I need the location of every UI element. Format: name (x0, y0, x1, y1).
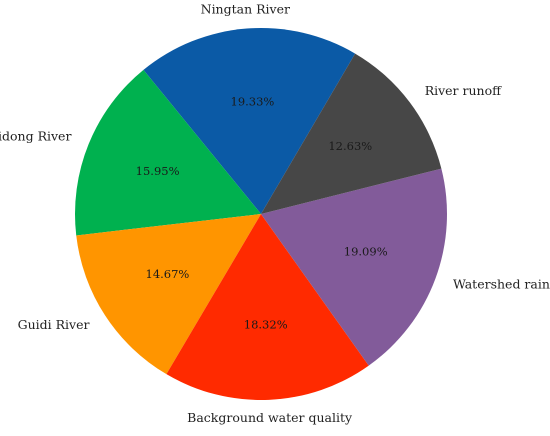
category-label-watershed-rainfall: Watershed rainfall (453, 276, 550, 291)
pie-slice-background-water-quality (166, 214, 369, 400)
pct-label-shidong-river: 15.95% (136, 164, 180, 178)
pct-label-guidi-river: 14.67% (146, 267, 190, 281)
category-label-shidong-river: Shidong River (0, 129, 71, 144)
pct-label-river-runoff: 12.63% (328, 139, 372, 153)
pie-slice-ningtan-river (143, 27, 356, 214)
pct-label-ningtan-river: 19.33% (231, 95, 275, 109)
pie-slices (75, 27, 447, 400)
category-label-ningtan-river: Ningtan River (201, 2, 290, 17)
pct-label-watershed-rainfall: 19.09% (344, 245, 388, 259)
category-label-river-runoff: River runoff (425, 83, 502, 98)
pie-slice-watershed-rainfall (261, 168, 447, 366)
percentage-labels: 19.33% 15.95% 14.67% 18.32% 19.09% 12.63% (136, 95, 388, 332)
pct-label-background-water-quality: 18.32% (244, 318, 288, 332)
category-label-guidi-river: Guidi River (18, 317, 90, 332)
pie-slice-shidong-river (75, 69, 262, 236)
pie-slice-guidi-river (76, 214, 261, 375)
category-label-background-water-quality: Background water quality (187, 410, 353, 425)
category-labels: Ningtan River Shidong River Guidi River Bac… (0, 2, 550, 425)
pie-slice-river-runoff (261, 53, 442, 215)
